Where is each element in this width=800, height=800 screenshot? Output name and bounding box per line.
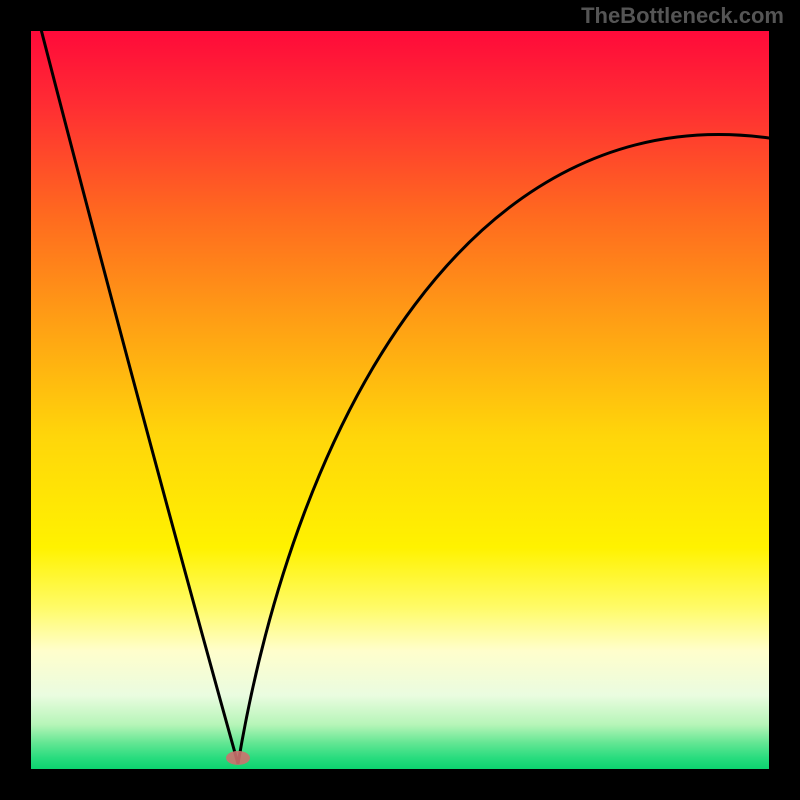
chart-container: { "watermark": { "text": "TheBottleneck.… — [0, 0, 800, 800]
trough-marker — [226, 751, 250, 765]
watermark-text: TheBottleneck.com — [581, 3, 784, 29]
chart-svg — [0, 0, 800, 800]
plot-background — [31, 31, 769, 769]
